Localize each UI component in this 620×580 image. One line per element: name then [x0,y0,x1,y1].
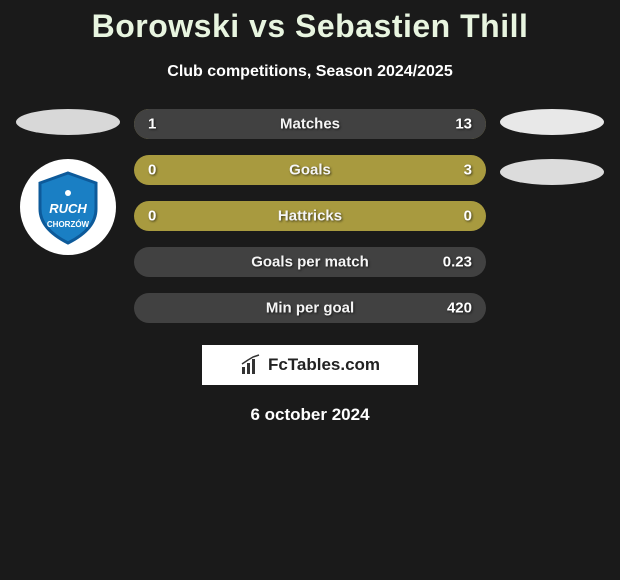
bar-left-value: 1 [148,116,156,133]
bar-right-value: 3 [464,162,472,179]
brand-footer: FcTables.com [202,345,418,385]
bar-label: Goals per match [251,254,369,271]
chart-icon [240,354,262,376]
right-side-col [492,109,612,185]
subtitle: Club competitions, Season 2024/2025 [0,63,620,81]
svg-text:RUCH: RUCH [49,201,87,216]
bar-label: Goals [289,162,331,179]
brand-text: FcTables.com [268,355,380,375]
club-badge: RUCH CHORZÓW [20,159,116,255]
bar-label: Min per goal [266,300,354,317]
bar-left-value: 0 [148,208,156,225]
date-label: 6 october 2024 [0,405,620,425]
stat-bar: Goals per match 0.23 [134,247,486,277]
stat-bars: 1 Matches 13 0 Goals 3 0 Hattricks 0 Goals per ma… [128,109,492,323]
right-ellipse-1 [500,109,604,135]
bar-right-value: 0.23 [443,254,472,271]
bar-right-value: 420 [447,300,472,317]
svg-text:CHORZÓW: CHORZÓW [47,220,90,229]
stat-bar: Min per goal 420 [134,293,486,323]
page-title: Borowski vs Sebastien Thill [0,0,620,45]
ruch-chorzow-shield-icon: RUCH CHORZÓW [28,167,108,247]
right-ellipse-2 [500,159,604,185]
stat-bar: 0 Hattricks 0 [134,201,486,231]
stat-bar: 1 Matches 13 [134,109,486,139]
bar-left-value: 0 [148,162,156,179]
comparison-row: RUCH CHORZÓW 1 Matches 13 0 Goals 3 0 Hattricks… [0,109,620,323]
left-ellipse [16,109,120,135]
bar-right-value: 0 [464,208,472,225]
bar-label: Matches [280,116,340,133]
stat-bar: 0 Goals 3 [134,155,486,185]
left-side-col: RUCH CHORZÓW [8,109,128,255]
bar-label: Hattricks [278,208,342,225]
bar-right-value: 13 [455,116,472,133]
